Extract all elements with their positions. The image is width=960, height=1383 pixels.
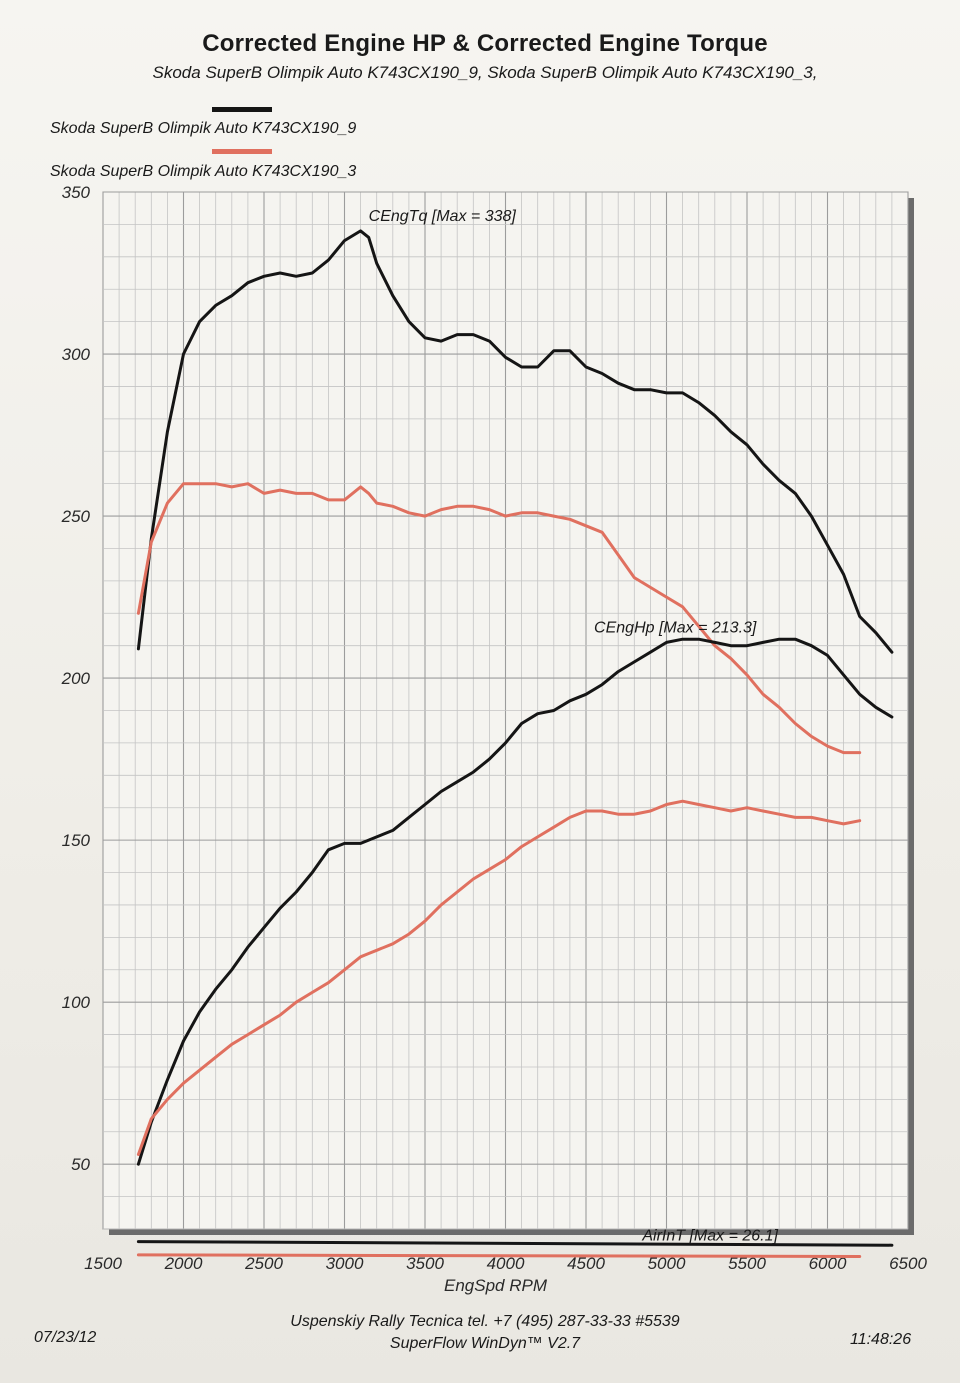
y-tick-label: 150 bbox=[62, 831, 91, 850]
chart-subtitle: Skoda SuperB Olimpik Auto K743CX190_9, S… bbox=[152, 63, 818, 82]
y-tick-label: 50 bbox=[71, 1155, 90, 1174]
x-tick-label: 3000 bbox=[326, 1254, 364, 1273]
x-tick-label: 1500 bbox=[84, 1254, 122, 1273]
annotation-label: AirInT [Max = 26.1] bbox=[641, 1227, 778, 1244]
x-tick-label: 6500 bbox=[889, 1254, 927, 1273]
x-tick-label: 5000 bbox=[648, 1254, 686, 1273]
footer-date: 07/23/12 bbox=[34, 1329, 97, 1346]
legend-swatch-run-9 bbox=[212, 107, 272, 112]
series-line-cengtq-1 bbox=[136, 482, 862, 755]
y-tick-label: 250 bbox=[61, 507, 91, 526]
footer-company: Uspenskiy Rally Tecnica tel. +7 (495) 28… bbox=[290, 1313, 680, 1330]
annotation-label: CEngHp [Max = 213.3] bbox=[594, 620, 757, 637]
series-line-airint-5 bbox=[136, 1253, 862, 1258]
chart-title: Corrected Engine HP & Corrected Engine T… bbox=[202, 30, 768, 57]
x-tick-label: 2500 bbox=[244, 1254, 283, 1273]
series-line-cenghp-2 bbox=[136, 637, 894, 1166]
x-tick-label: 5500 bbox=[728, 1254, 766, 1273]
y-tick-label: 100 bbox=[62, 993, 91, 1012]
y-tick-label: 350 bbox=[62, 183, 91, 202]
x-tick-label: 4000 bbox=[487, 1254, 525, 1273]
footer-time: 11:48:26 bbox=[850, 1331, 912, 1348]
x-tick-label: 6000 bbox=[809, 1254, 847, 1273]
footer-software: SuperFlow WinDyn™ V2.7 bbox=[389, 1335, 581, 1352]
y-tick-label: 300 bbox=[62, 345, 91, 364]
series-line-airint-4 bbox=[136, 1240, 894, 1247]
series-line-cenghp-3 bbox=[136, 799, 862, 1156]
y-tick-label: 200 bbox=[61, 669, 91, 688]
x-tick-label: 4500 bbox=[567, 1254, 605, 1273]
x-axis-label: EngSpd RPM bbox=[444, 1276, 548, 1295]
legend-label-run-3: Skoda SuperB Olimpik Auto K743CX190_3 bbox=[50, 163, 357, 180]
x-tick-label: 3500 bbox=[406, 1254, 444, 1273]
legend-label-run-9: Skoda SuperB Olimpik Auto K743CX190_9 bbox=[50, 120, 357, 137]
annotation-label: CEngTq [Max = 338] bbox=[369, 208, 517, 225]
series-line-cengtq-0 bbox=[136, 229, 894, 654]
x-tick-label: 2000 bbox=[164, 1254, 203, 1273]
legend-swatch-run-3 bbox=[212, 149, 272, 154]
